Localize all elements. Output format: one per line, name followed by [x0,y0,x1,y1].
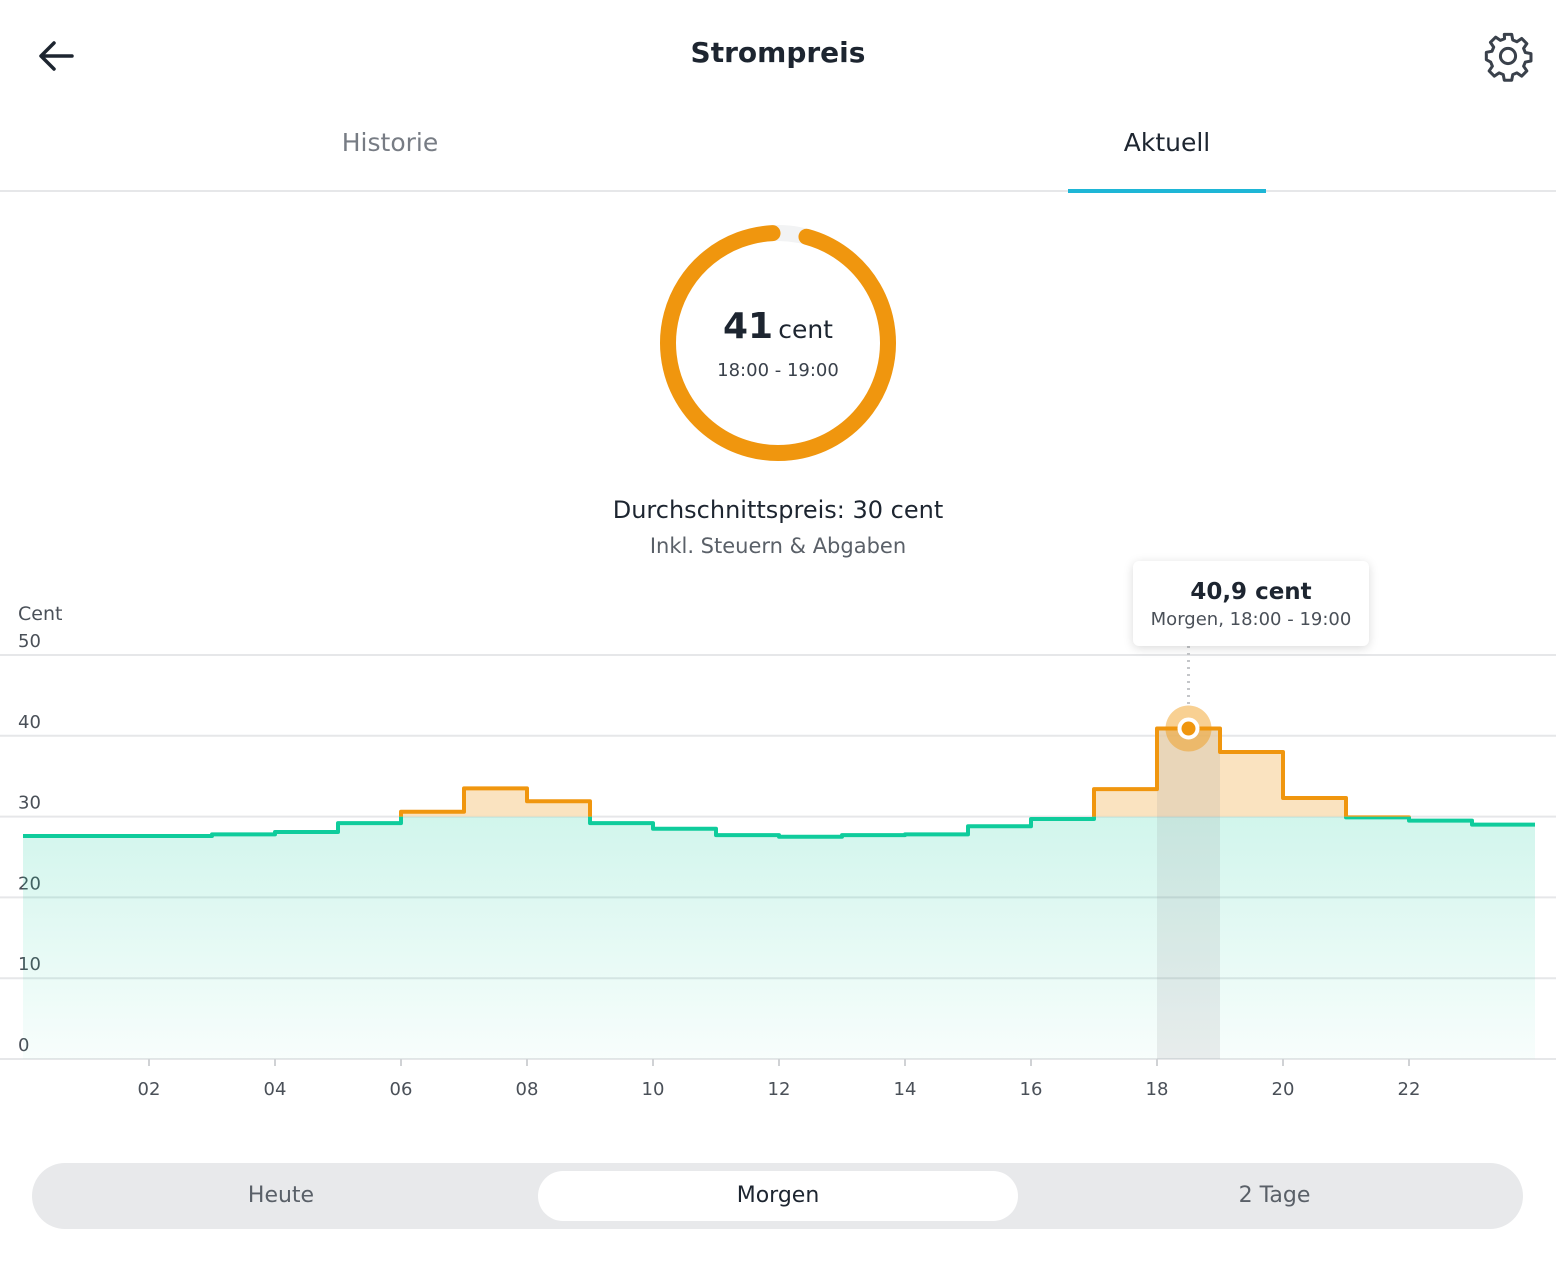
x-tick-label: 10 [642,1079,665,1100]
price-chart[interactable]: 01020304050Cent0204060810121416182022 [0,580,1556,1120]
current-price: 41 cent [0,306,1556,347]
ring-fill [660,225,896,461]
y-tick-label: 40 [18,712,41,733]
price-time-range: 18:00 - 19:00 [717,360,839,381]
segment-2-tage[interactable]: 2 Tage [1238,1183,1311,1208]
page-title: Strompreis [690,36,866,69]
price-value: 41 [723,306,774,347]
day-segmented-control: Heute Morgen 2 Tage [32,1163,1523,1229]
selected-marker[interactable] [1177,717,1200,740]
active-tab-indicator [1068,189,1266,193]
y-tick-label: 30 [18,793,41,814]
tooltip-value: 40,9 cent [1190,579,1312,605]
average-price: Durchschnittspreis: 30 cent [612,496,944,524]
x-tick-label: 14 [894,1079,917,1100]
selected-hour-highlight [1157,728,1220,1059]
price-ring-gauge [660,225,896,461]
y-axis-label: Cent [18,603,62,625]
back-arrow-icon[interactable] [34,34,78,78]
x-tick-label: 18 [1146,1079,1169,1100]
above-average-area [401,728,1346,817]
x-tick-label: 12 [768,1079,791,1100]
price-unit: cent [778,315,833,344]
x-tick-label: 20 [1272,1079,1295,1100]
price-line-above [399,726,1411,817]
x-tick-label: 04 [264,1079,287,1100]
x-tick-label: 02 [138,1079,161,1100]
below-average-area [23,816,1535,1059]
tab-divider [0,190,1556,192]
tax-note: Inkl. Steuern & Abgaben [649,534,907,558]
y-tick-label: 50 [18,631,41,652]
x-tick-label: 08 [516,1079,539,1100]
tooltip-label: Morgen, 18:00 - 19:00 [1150,609,1352,630]
x-tick-label: 06 [390,1079,413,1100]
tab-aktuell[interactable]: Aktuell [1123,128,1211,157]
tab-historie[interactable]: Historie [341,128,439,157]
x-tick-label: 16 [1020,1079,1043,1100]
x-tick-label: 22 [1398,1079,1421,1100]
gear-icon[interactable] [1482,30,1534,82]
chart-tooltip: 40,9 cent Morgen, 18:00 - 19:00 [1133,561,1369,646]
segment-morgen[interactable]: Morgen [538,1171,1018,1221]
segment-heute[interactable]: Heute [247,1183,315,1208]
price-line-below [23,816,1535,839]
